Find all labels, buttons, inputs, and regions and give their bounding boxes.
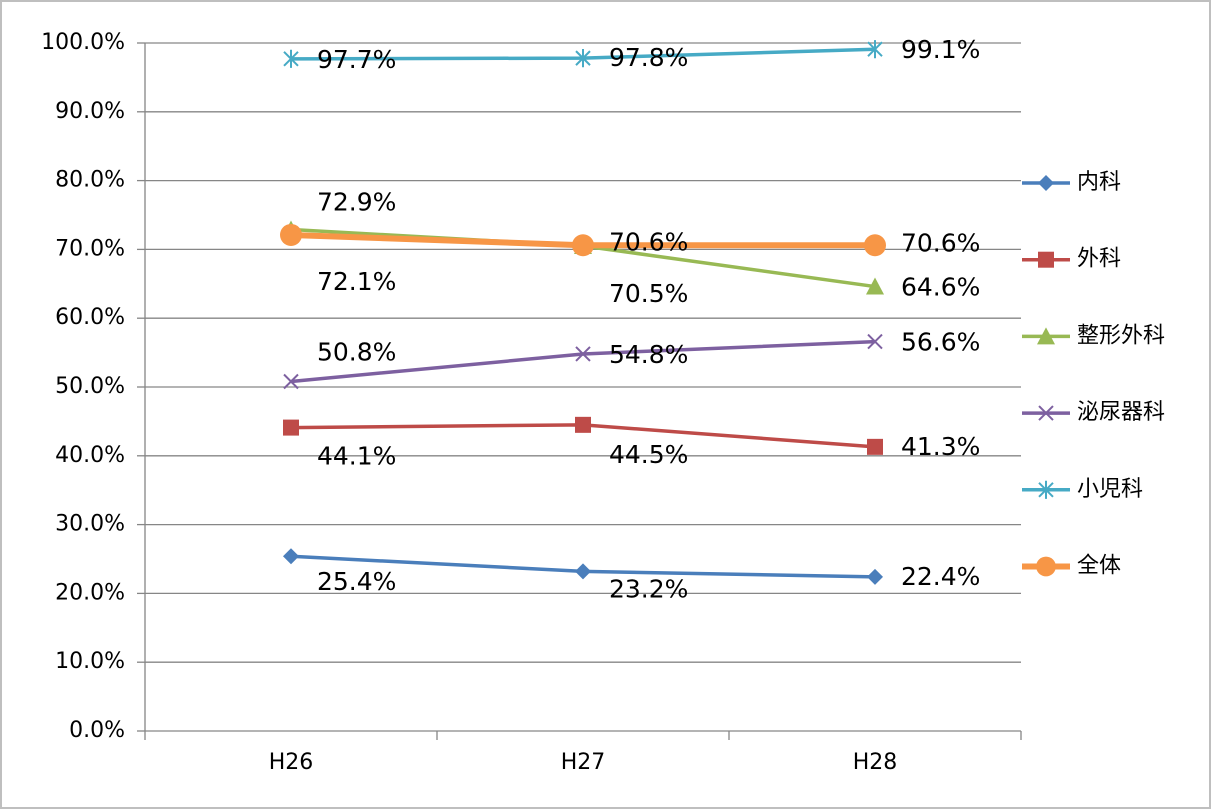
series: 72.1% 70.6% 70.6% (280, 223, 980, 296)
y-tick-label: 70.0% (55, 236, 125, 261)
data-label: 25.4% (317, 567, 396, 596)
legend-label: 整形外科 (1077, 323, 1165, 348)
series: 25.4% 23.2% 22.4% (283, 548, 980, 603)
marker (283, 373, 299, 390)
y-tick-label: 90.0% (55, 99, 125, 124)
marker (575, 563, 591, 580)
y-tick-label: 10.0% (55, 649, 125, 674)
marker (1037, 327, 1055, 345)
marker (1038, 405, 1054, 421)
y-tick-label: 20.0% (55, 580, 125, 605)
data-label: 23.2% (609, 574, 688, 603)
y-tick-label: 30.0% (55, 512, 125, 537)
data-label: 64.6% (901, 273, 980, 302)
marker (1038, 175, 1054, 191)
y-tick-label: 40.0% (55, 443, 125, 468)
marker (867, 568, 883, 585)
data-label: 70.5% (609, 279, 688, 308)
data-label: 70.6% (901, 228, 980, 257)
marker (867, 438, 883, 455)
data-label: 97.7% (317, 45, 396, 74)
marker (575, 416, 591, 433)
marker (864, 234, 886, 257)
marker (867, 40, 883, 59)
x-tick-label: H27 (561, 750, 606, 775)
marker (575, 49, 591, 68)
legend-label: 外科 (1077, 247, 1121, 272)
x-tick-label: H26 (269, 750, 314, 775)
legend-label: 全体 (1077, 554, 1121, 579)
series: 50.8% 54.8% 56.6% (283, 328, 980, 390)
data-label: 56.6% (901, 328, 980, 357)
data-label: 50.8% (317, 337, 396, 366)
data-label: 44.5% (609, 440, 688, 469)
y-tick-label: 60.0% (55, 305, 125, 330)
data-label: 72.9% (317, 187, 396, 216)
marker (283, 419, 299, 436)
y-tick-label: 80.0% (55, 168, 125, 193)
marker (280, 223, 302, 246)
marker (572, 234, 594, 257)
marker (575, 346, 591, 362)
marker (283, 548, 299, 565)
y-tick-label: 0.0% (69, 718, 125, 743)
x-tick-label: H28 (853, 750, 898, 775)
series: 44.1% 44.5% 41.3% (283, 416, 980, 471)
y-tick-label: 100.0% (41, 30, 125, 55)
y-tick-label: 50.0% (55, 374, 125, 399)
data-label: 70.6% (609, 227, 688, 256)
legend-label: 内科 (1077, 170, 1121, 195)
data-label: 72.1% (317, 267, 396, 296)
legend-label: 泌尿器科 (1077, 400, 1165, 425)
marker (283, 49, 299, 68)
marker (867, 333, 883, 350)
legend-label: 小児科 (1077, 477, 1143, 502)
data-label: 97.8% (609, 43, 688, 72)
data-label: 44.1% (317, 442, 396, 471)
data-label: 54.8% (609, 340, 688, 369)
marker (1036, 556, 1056, 577)
marker (866, 277, 884, 295)
data-label: 41.3% (901, 432, 980, 461)
series: 97.7% 97.8% 99.1% (283, 35, 980, 74)
marker (1038, 480, 1054, 499)
data-label: 22.4% (901, 562, 980, 591)
marker (1038, 251, 1054, 268)
data-label: 99.1% (901, 35, 980, 64)
